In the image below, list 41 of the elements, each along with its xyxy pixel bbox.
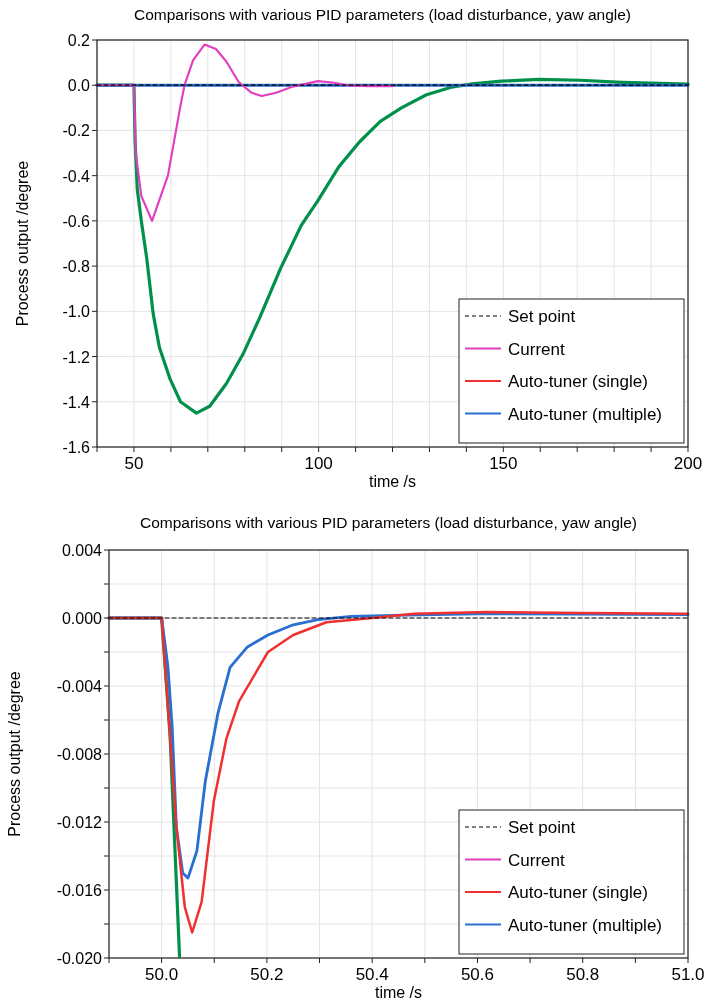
y-tick-label: -0.008 [56, 746, 103, 763]
y-tick-label: 0.004 [61, 542, 103, 559]
x-tick-label: 100 [304, 454, 333, 473]
legend-label: Set point [508, 307, 576, 326]
legend-label: Set point [508, 818, 576, 837]
y-tick-label: -1.0 [62, 303, 91, 321]
y-tick-label: -1.6 [62, 439, 91, 456]
y-tick-label: -0.020 [56, 950, 103, 967]
y-tick-label: -0.012 [56, 814, 103, 831]
x-tick-label: 50.8 [566, 965, 600, 984]
legend-label: Current [508, 339, 565, 359]
x-tick-label: 50.6 [460, 965, 494, 984]
y-tick-label: 0.2 [67, 32, 91, 49]
x-tick-label: 200 [673, 454, 703, 473]
y-tick-label: 0.000 [61, 610, 103, 627]
y-tick-label: -0.004 [56, 678, 103, 695]
legend-label: Auto-tuner (single) [508, 883, 648, 902]
x-tick-label: 50 [124, 454, 144, 473]
y-tick-label: -0.8 [62, 258, 91, 276]
chart-title: Comparisons with various PID parameters (load disturbance, yaw angle) [139, 514, 638, 531]
x-tick-label: 50.4 [355, 965, 389, 984]
x-tick-label: 50.2 [250, 965, 284, 984]
y-tick-label: -0.4 [62, 167, 91, 185]
legend-label: Auto-tuner (single) [508, 372, 648, 391]
y-tick-label: -1.4 [62, 393, 91, 411]
x-tick-label: 150 [489, 454, 518, 473]
chart-title: Comparisons with various PID parameters (load disturbance, yaw angle) [133, 6, 632, 23]
legend-label: Auto-tuner (multiple) [508, 404, 663, 424]
y-tick-label: -0.016 [56, 882, 103, 899]
legend-label: Auto-tuner (multiple) [508, 915, 663, 935]
x-tick-label: 51.0 [671, 965, 705, 984]
y-tick-label: -0.2 [62, 122, 91, 140]
legend-label: Current [508, 850, 565, 870]
y-axis-title: Process output /degree [14, 160, 31, 327]
x-tick-label: 50.0 [145, 965, 179, 984]
y-tick-label: 0.0 [67, 77, 91, 95]
y-tick-label: -0.6 [62, 212, 91, 230]
y-tick-label: -1.2 [62, 348, 91, 366]
x-axis-title: time /s [374, 984, 423, 1001]
y-axis-title: Process output /degree [6, 671, 23, 837]
x-axis-title: time /s [368, 473, 417, 490]
